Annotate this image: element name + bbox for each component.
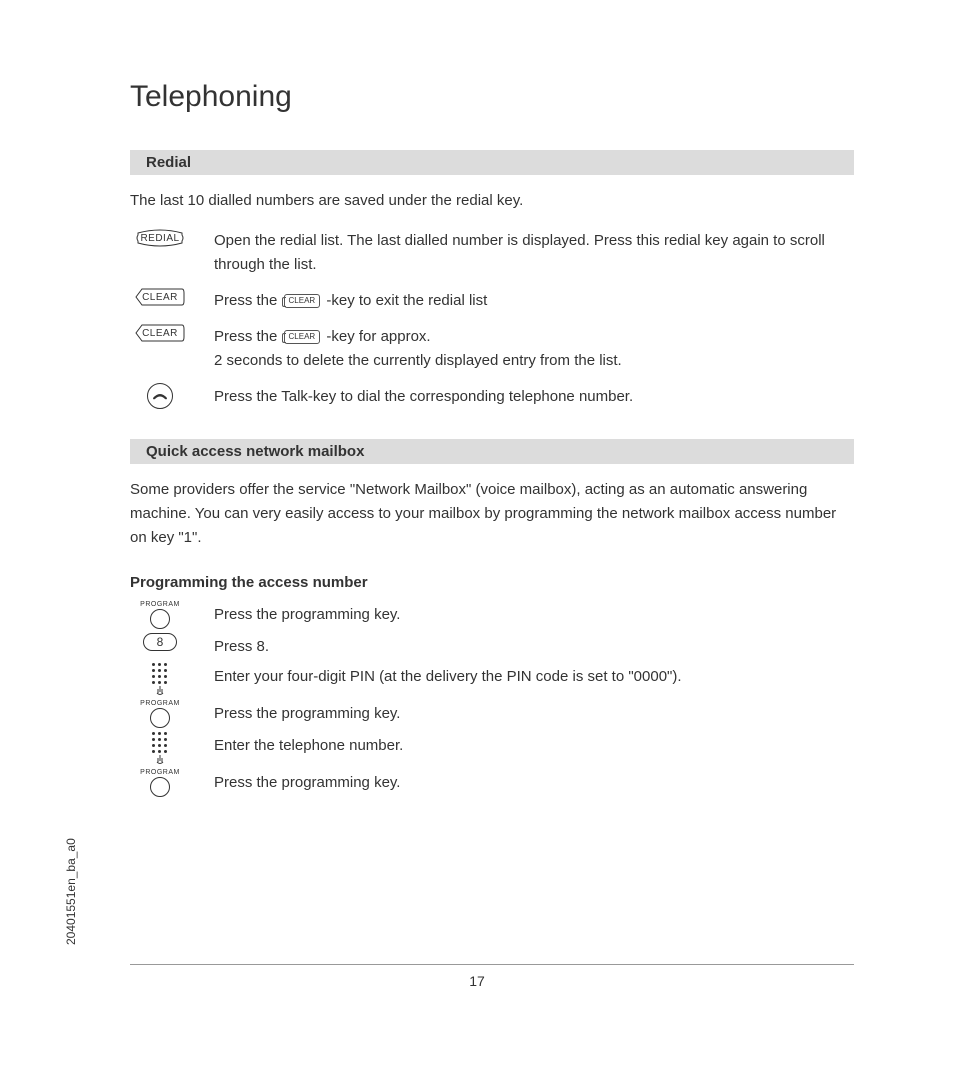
instruction-row: CLEAR Press the CLEAR -key for approx. 2… (130, 323, 854, 373)
program-key-icon: PROGRAM (130, 769, 190, 797)
instruction-row: 8 Press 8. (130, 633, 854, 659)
redial-intro: The last 10 dialled numbers are saved un… (130, 189, 854, 213)
footer-rule (130, 964, 854, 965)
programming-subheading: Programming the access number (130, 574, 854, 591)
instruction-row: CLEAR Press the CLEAR -key to exit the r… (130, 287, 854, 313)
instruction-text: Press the Talk-key to dial the correspon… (214, 383, 854, 409)
program-key-icon: PROGRAM (130, 700, 190, 728)
document-id: 20401551en_ba_a0 (64, 838, 78, 945)
inline-clear-key: CLEAR (284, 330, 321, 344)
instruction-row: Enter your four-digit PIN (at the delive… (130, 663, 854, 696)
instruction-row: Enter the telephone number. (130, 732, 854, 765)
instruction-row: PROGRAM Press the programming key. (130, 769, 854, 797)
mailbox-intro: Some providers offer the service "Networ… (130, 478, 854, 550)
keypad-icon (130, 732, 190, 765)
redial-key-label: REDIAL (140, 233, 179, 244)
clear-key-icon: CLEAR (130, 323, 190, 343)
talk-key-icon (130, 383, 190, 409)
instruction-text: Press 8. (214, 633, 854, 659)
instruction-text: Press the CLEAR -key to exit the redial … (214, 287, 854, 313)
instruction-text: Enter the telephone number. (214, 732, 854, 758)
instruction-row: PROGRAM Press the programming key. (130, 700, 854, 728)
instruction-text: Press the CLEAR -key for approx. 2 secon… (214, 323, 854, 373)
keypad-icon (130, 663, 190, 696)
page-title: Telephoning (130, 80, 854, 114)
program-key-icon: PROGRAM (130, 601, 190, 629)
clear-key-icon: CLEAR (130, 287, 190, 307)
instruction-row: Press the Talk-key to dial the correspon… (130, 383, 854, 409)
page-number: 17 (0, 973, 954, 989)
clear-key-label: CLEAR (142, 292, 178, 303)
section-header-redial: Redial (130, 150, 854, 175)
instruction-text: Press the programming key. (214, 700, 854, 726)
instruction-row: PROGRAM Press the programming key. (130, 601, 854, 629)
clear-key-label: CLEAR (142, 328, 178, 339)
section-header-mailbox: Quick access network mailbox (130, 439, 854, 464)
num-key-icon: 8 (130, 633, 190, 651)
instruction-row: REDIAL Open the redial list. The last di… (130, 227, 854, 277)
instruction-text: Open the redial list. The last dialled n… (214, 227, 854, 277)
instruction-text: Press the programming key. (214, 769, 854, 795)
instruction-text: Press the programming key. (214, 601, 854, 627)
instruction-text: Enter your four-digit PIN (at the delive… (214, 663, 854, 689)
redial-key-icon: REDIAL (130, 227, 190, 249)
inline-clear-key: CLEAR (284, 294, 321, 308)
